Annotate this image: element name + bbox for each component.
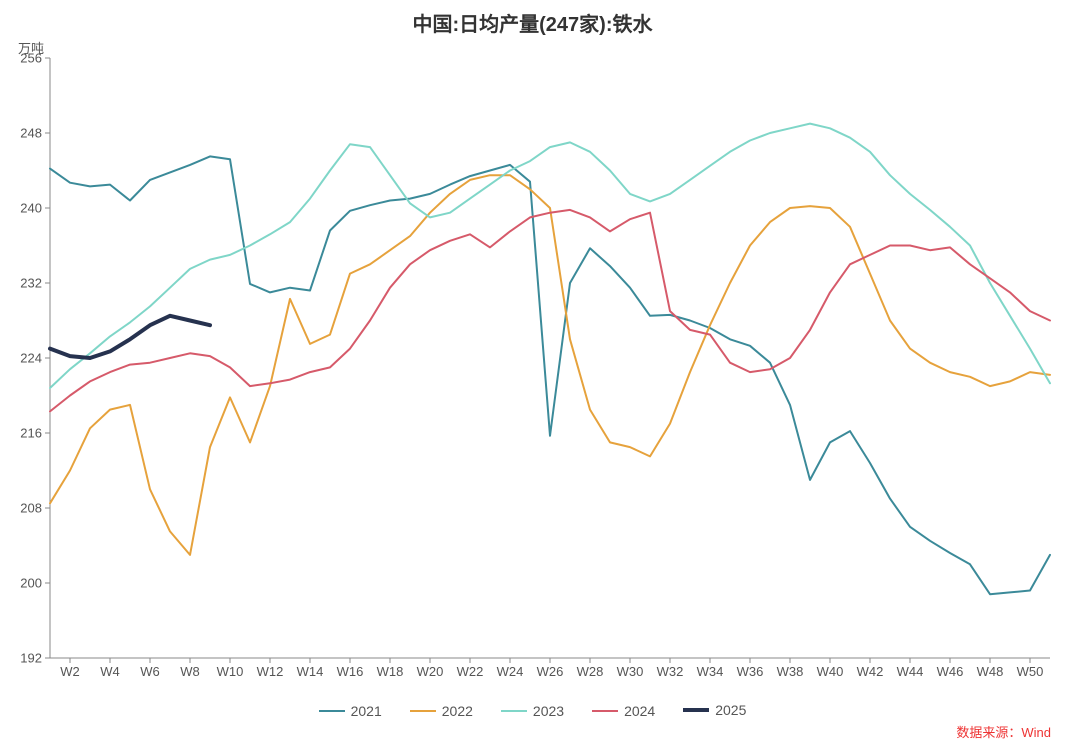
series-2023 (50, 124, 1050, 388)
legend-label: 2024 (624, 703, 655, 719)
legend-swatch (592, 710, 618, 712)
legend-item-2023: 2023 (501, 703, 564, 719)
x-tick: W4 (100, 664, 120, 679)
x-tick: W50 (1017, 664, 1044, 679)
y-tick: 256 (0, 51, 42, 66)
legend-swatch (683, 708, 709, 712)
x-tick: W44 (897, 664, 924, 679)
legend-label: 2021 (351, 703, 382, 719)
x-tick: W48 (977, 664, 1004, 679)
legend-item-2021: 2021 (319, 703, 382, 719)
data-source: 数据来源：Wind (956, 722, 1051, 741)
y-tick: 248 (0, 126, 42, 141)
x-tick: W6 (140, 664, 160, 679)
y-tick: 216 (0, 426, 42, 441)
x-tick: W14 (297, 664, 324, 679)
x-tick: W12 (257, 664, 284, 679)
x-tick: W36 (737, 664, 764, 679)
y-tick: 240 (0, 201, 42, 216)
legend-label: 2022 (442, 703, 473, 719)
series-group (50, 124, 1050, 595)
chart-title: 中国:日均产量(247家):铁水 (0, 8, 1065, 37)
series-2024 (50, 210, 1050, 412)
legend-item-2024: 2024 (592, 703, 655, 719)
legend-label: 2025 (715, 702, 746, 718)
x-tick: W42 (857, 664, 884, 679)
x-tick: W22 (457, 664, 484, 679)
x-tick: W10 (217, 664, 244, 679)
x-tick: W20 (417, 664, 444, 679)
legend-item-2025: 2025 (683, 702, 746, 718)
series-2022 (50, 175, 1050, 555)
legend-label: 2023 (533, 703, 564, 719)
y-tick: 208 (0, 501, 42, 516)
x-tick: W26 (537, 664, 564, 679)
y-tick: 232 (0, 276, 42, 291)
x-tick: W38 (777, 664, 804, 679)
legend-swatch (501, 710, 527, 712)
y-tick: 224 (0, 351, 42, 366)
legend-swatch (410, 710, 436, 712)
legend: 2021 2022 2023 2024 2025 (0, 699, 1065, 719)
x-tick: W18 (377, 664, 404, 679)
x-tick: W30 (617, 664, 644, 679)
x-tick: W32 (657, 664, 684, 679)
series-2021 (50, 156, 1050, 594)
x-tick: W28 (577, 664, 604, 679)
x-tick: W16 (337, 664, 364, 679)
x-tick: W24 (497, 664, 524, 679)
legend-item-2022: 2022 (410, 703, 473, 719)
x-tick: W34 (697, 664, 724, 679)
y-tick: 200 (0, 576, 42, 591)
x-tick: W40 (817, 664, 844, 679)
y-tick: 192 (0, 651, 42, 666)
line-chart (50, 58, 1050, 658)
x-tick: W8 (180, 664, 200, 679)
x-tick: W2 (60, 664, 80, 679)
x-tick: W46 (937, 664, 964, 679)
legend-swatch (319, 710, 345, 712)
